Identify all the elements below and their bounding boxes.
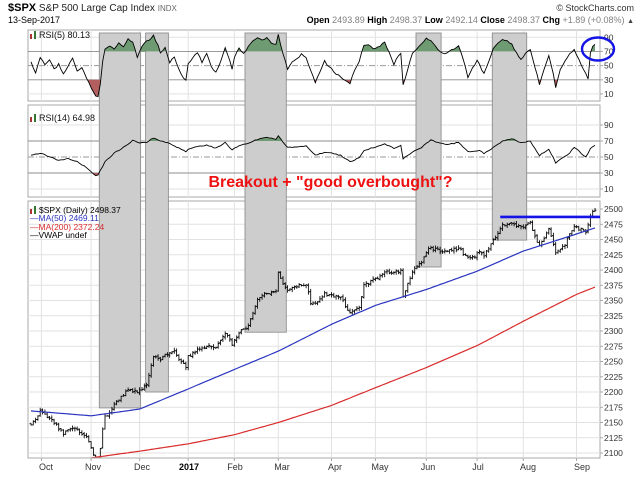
open-value: 2493.89 [332, 15, 365, 25]
x-axis-label: Jun [421, 462, 436, 472]
indicator-icon [30, 114, 37, 124]
x-axis-label: Jul [472, 462, 484, 472]
y-axis-label: 2250 [604, 357, 623, 367]
x-axis-label: Nov [85, 462, 102, 472]
y-axis-label: 2325 [604, 311, 623, 321]
y-axis-label: 50 [604, 152, 614, 162]
overbought-band [145, 32, 169, 393]
copyright: © StockCharts.com [556, 3, 634, 13]
y-axis-label: 2500 [604, 204, 623, 214]
legend-item: $SPX (Daily) 2498.37 [30, 206, 121, 214]
y-axis-label: 2125 [604, 433, 623, 443]
legend-item: —VWAP undef [30, 229, 87, 240]
y-axis-label: 70 [604, 46, 614, 56]
x-axis-label: Feb [227, 462, 243, 472]
y-axis-label: 2400 [604, 265, 623, 275]
close-label: Close [480, 15, 505, 25]
indicator-icon [30, 31, 37, 41]
y-axis-label: 2150 [604, 418, 623, 428]
y-axis-label: 90 [604, 120, 614, 130]
y-axis-label: 2475 [604, 219, 623, 229]
overbought-band [98, 32, 142, 409]
high-label: High [367, 15, 388, 25]
x-axis-label: May [371, 462, 389, 472]
x-axis-label: Oct [39, 462, 54, 472]
overbought-band [415, 32, 442, 268]
chg-label: Chg [542, 15, 560, 25]
x-axis-label: Dec [134, 462, 151, 472]
y-axis-label: 2350 [604, 296, 623, 306]
overbought-band [491, 32, 528, 241]
exchange: INDX [157, 4, 177, 13]
legend-item: —MA(50) 2469.11 [30, 213, 99, 224]
index-name: S&P 500 Large Cap Index [38, 3, 155, 14]
quote-row: 13-Sep-2017 Open 2493.89 High 2498.37 Lo… [8, 15, 634, 25]
chart-header: $SPX S&P 500 Large Cap Index INDX © Stoc… [8, 2, 634, 14]
y-axis-label: 10 [604, 184, 614, 194]
low-label: Low [424, 15, 443, 25]
y-axis-label: 2450 [604, 235, 623, 245]
ohlc-quote: Open 2493.89 High 2498.37 Low 2492.14 Cl… [307, 15, 634, 25]
high-value: 2498.37 [389, 15, 423, 25]
rsi5-panel-label: RSI(5) 80.13 [30, 30, 90, 41]
y-axis-label: 70 [604, 136, 614, 146]
open-label: Open [306, 15, 330, 25]
up-arrow-icon: ▲ [627, 18, 634, 25]
y-axis-label: 2200 [604, 387, 623, 397]
y-axis-label: 90 [604, 32, 614, 42]
y-axis-label: 2100 [604, 448, 623, 458]
y-axis-label: 2425 [604, 250, 623, 260]
legend-item: —MA(200) 2372.24 [30, 221, 105, 232]
overbought-band [244, 32, 287, 333]
highlight-ellipse [580, 36, 616, 62]
y-axis-label: 30 [604, 75, 614, 85]
y-axis-label: 2375 [604, 280, 623, 290]
chg-value: +1.89 (+0.08%) [562, 15, 625, 25]
y-axis-label: 2225 [604, 372, 623, 382]
y-axis-label: 2175 [604, 402, 623, 412]
chart-icon [30, 206, 37, 215]
annotation-text: Breakout + "good overbought"? [208, 174, 453, 191]
x-axis-label: Mar [274, 462, 290, 472]
y-axis-label: 2300 [604, 326, 623, 336]
chart-date: 13-Sep-2017 [8, 15, 61, 25]
y-axis-label: 2275 [604, 341, 623, 351]
y-axis-label: 30 [604, 168, 614, 178]
low-value: 2492.14 [445, 15, 478, 25]
symbol: $SPX [8, 2, 37, 14]
x-axis-label: Sep [574, 462, 590, 472]
y-axis-label: 10 [604, 89, 614, 99]
rsi14-panel-label: RSI(14) 64.98 [30, 113, 95, 124]
x-axis-label: Apr [328, 462, 342, 472]
x-axis-label: Aug [520, 462, 536, 472]
price-legend: $SPX (Daily) 2498.37 —MA(50) 2469.11 —MA(2… [30, 206, 121, 239]
y-axis-label: 50 [604, 61, 614, 71]
x-axis-label: 2017 [179, 462, 199, 472]
close-value: 2498.37 [507, 15, 540, 25]
